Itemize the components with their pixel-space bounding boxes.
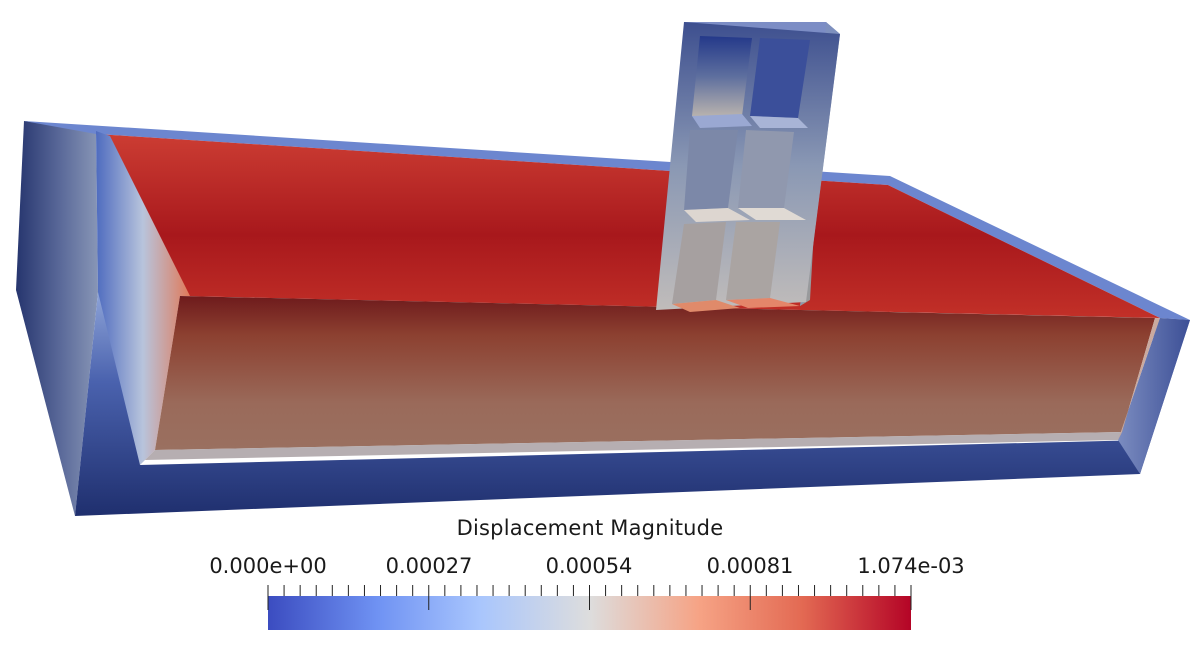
colorbar-tick-label: 1.074e-03 [857, 554, 965, 578]
colorbar-tick-label: 0.00081 [706, 554, 794, 578]
basin-back-rim [24, 121, 1190, 320]
tower-cell-mid-left [684, 130, 738, 210]
colorbar-tick-label: 0.00027 [385, 554, 473, 578]
tower-shelf-mid-r [738, 208, 806, 220]
tower-cell-mid-right [738, 130, 794, 208]
basin-floor [96, 134, 1160, 318]
basin-front-border [145, 432, 1122, 460]
tower-base-right [726, 298, 800, 308]
tower-cell-low-left [672, 222, 726, 304]
tower-shelf-top [692, 114, 752, 128]
tower-shelf-top-r [750, 116, 808, 128]
colorbar-tick-label: 0.00054 [545, 554, 633, 578]
tower-cell-low-right [726, 222, 780, 300]
basin-right-face [1118, 318, 1190, 474]
basin-left-inner-wall [96, 131, 190, 465]
colorbar-title: Displacement Magnitude [456, 516, 724, 540]
tower-cell-top-left [692, 36, 752, 116]
basin-bottom-band [75, 292, 1190, 516]
basin-right-inner-edge [1118, 318, 1160, 440]
colorbar-tick-label: 0.000e+00 [209, 554, 327, 578]
basin-left-face [16, 121, 98, 516]
tower-cell-top-right [750, 38, 810, 118]
tower-base-left [672, 300, 740, 312]
tower-shelf-mid [684, 208, 750, 222]
basin-front-face [155, 296, 1155, 450]
